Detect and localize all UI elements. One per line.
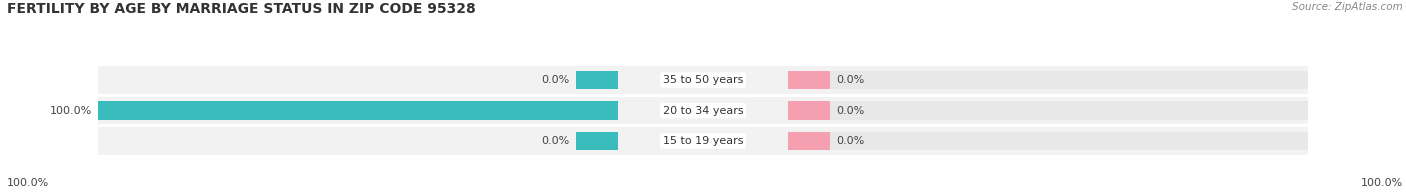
Bar (0, 71, 98, 89)
Text: 0.0%: 0.0% (541, 136, 569, 146)
Bar (787, 71, 830, 89)
Text: 0.0%: 0.0% (837, 75, 865, 85)
Text: 0.0%: 0.0% (837, 105, 865, 115)
Bar (576, 132, 619, 150)
Bar (0, 132, 98, 150)
Text: 100.0%: 100.0% (1361, 178, 1403, 188)
Bar (787, 71, 1308, 89)
Bar (787, 101, 1308, 120)
Text: 0.0%: 0.0% (837, 136, 865, 146)
Text: 0.0%: 0.0% (541, 75, 569, 85)
Bar (98, 97, 1308, 124)
Text: FERTILITY BY AGE BY MARRIAGE STATUS IN ZIP CODE 95328: FERTILITY BY AGE BY MARRIAGE STATUS IN Z… (7, 2, 475, 16)
Text: 20 to 34 years: 20 to 34 years (662, 105, 744, 115)
Bar (787, 101, 830, 120)
Bar (787, 132, 830, 150)
Bar (98, 101, 619, 120)
Bar (576, 71, 619, 89)
Bar (98, 127, 1308, 155)
Text: Source: ZipAtlas.com: Source: ZipAtlas.com (1292, 2, 1403, 12)
Text: 35 to 50 years: 35 to 50 years (662, 75, 744, 85)
Text: 15 to 19 years: 15 to 19 years (662, 136, 744, 146)
Bar (98, 66, 1308, 94)
Text: 100.0%: 100.0% (7, 178, 49, 188)
Bar (787, 132, 1308, 150)
Bar (0, 101, 98, 120)
Text: 100.0%: 100.0% (51, 105, 93, 115)
